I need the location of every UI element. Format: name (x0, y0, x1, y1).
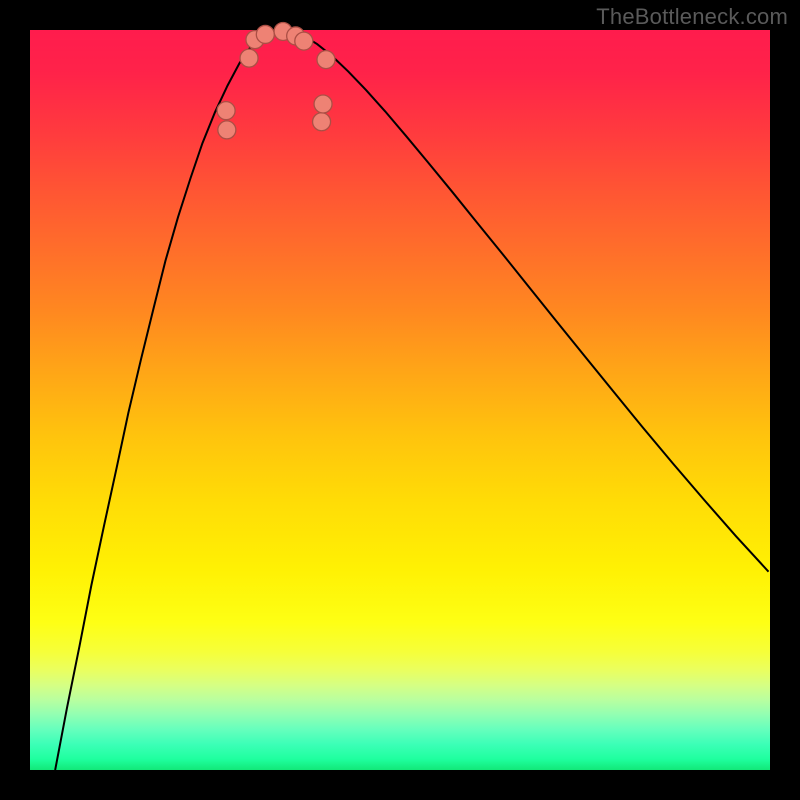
marker-point (314, 95, 332, 113)
curve-markers (217, 22, 335, 138)
marker-point (295, 32, 313, 50)
plot-area (30, 30, 770, 770)
marker-point (256, 25, 274, 43)
watermark-text: TheBottleneck.com (596, 4, 788, 30)
marker-point (218, 121, 236, 139)
marker-point (317, 51, 335, 69)
marker-point (217, 102, 235, 120)
bottleneck-curve (55, 30, 768, 770)
curve-layer (30, 30, 770, 770)
marker-point (313, 113, 331, 131)
marker-point (240, 49, 258, 67)
